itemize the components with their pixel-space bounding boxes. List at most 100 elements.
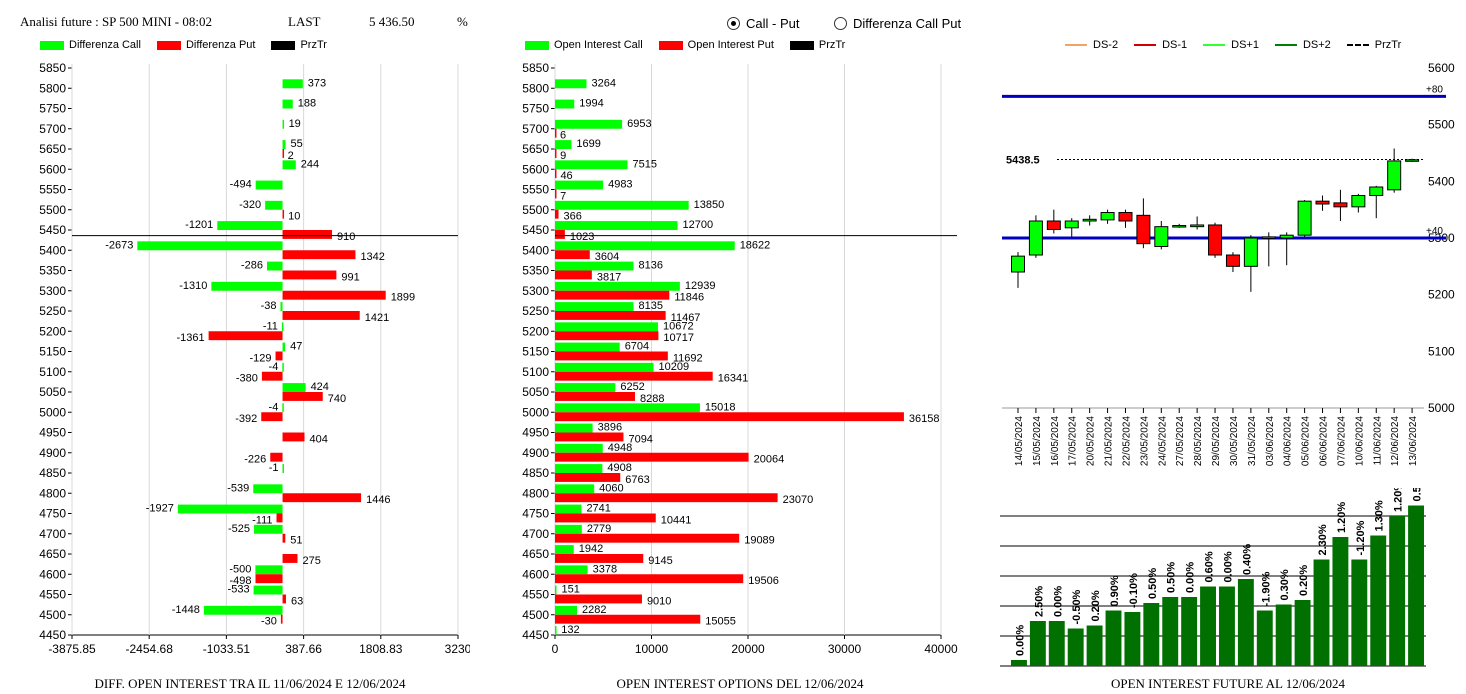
date-label: 27/05/2024 xyxy=(1175,416,1186,466)
y-tick-label: 5150 xyxy=(522,345,549,359)
call-value-label: 1994 xyxy=(579,98,603,110)
call-value-label: 7515 xyxy=(633,158,657,170)
y-tick-label: 5600 xyxy=(522,162,549,176)
put-bar xyxy=(555,270,592,280)
future-oi-bar xyxy=(1294,600,1311,666)
put-value-label: 11467 xyxy=(671,312,701,324)
y-tick-label: 5450 xyxy=(39,223,66,237)
future-oi-pct-label: 1.30% xyxy=(1374,500,1386,531)
call-value-label: -500 xyxy=(229,563,251,575)
call-bar xyxy=(254,524,283,534)
date-label: 14/05/2024 xyxy=(1014,416,1025,466)
call-bar xyxy=(267,261,283,271)
date-label: 21/05/2024 xyxy=(1104,416,1115,466)
x-tick-label: 387.66 xyxy=(285,642,322,656)
future-oi-pct-label: 0.20% xyxy=(1298,565,1310,596)
put-value-label: -392 xyxy=(235,413,257,425)
candle-body xyxy=(1154,226,1169,248)
call-bar xyxy=(555,605,578,615)
candle-body xyxy=(1387,160,1402,191)
y-tick-label: 5650 xyxy=(39,142,66,156)
y-tick-label: 5000 xyxy=(1428,401,1455,415)
call-value-label: 151 xyxy=(561,584,579,596)
call-bar xyxy=(282,362,284,372)
call-value-label: 2741 xyxy=(586,503,610,515)
legend-ds+1: DS+1 xyxy=(1231,39,1259,51)
future-oi-pct-label: 0.20% xyxy=(1090,590,1102,621)
call-bar xyxy=(282,140,286,149)
put-bar xyxy=(555,432,624,442)
candle-body xyxy=(1351,195,1366,208)
call-value-label: 8136 xyxy=(639,260,663,272)
y-tick-label: 5550 xyxy=(39,183,66,197)
candle-body xyxy=(1028,220,1043,256)
call-value-label: 2779 xyxy=(587,523,611,535)
call-bar xyxy=(555,403,700,413)
put-bar xyxy=(282,290,386,300)
radio-selected-icon xyxy=(727,17,740,30)
call-value-label: 6252 xyxy=(620,381,644,393)
radio-call-put[interactable]: Call - Put xyxy=(727,16,799,31)
y-tick-label: 5550 xyxy=(522,183,549,197)
call-bar xyxy=(555,585,557,595)
x-tick-label: 0 xyxy=(552,642,559,656)
future-oi-pct-label: 2.30% xyxy=(1317,524,1329,555)
put-value-label: 8288 xyxy=(640,393,664,405)
put-bar xyxy=(555,594,642,604)
put-bar xyxy=(555,128,557,138)
legend-oi-prz: PrzTr xyxy=(818,39,846,51)
put-bar xyxy=(555,473,621,482)
y-tick-label: 4800 xyxy=(39,486,66,500)
candle-body xyxy=(1046,220,1061,230)
radio-diff-call-put[interactable]: Differenza Call Put xyxy=(834,16,961,31)
y-tick-label: 4500 xyxy=(39,608,66,622)
candle-body xyxy=(1190,224,1205,228)
call-value-label: 8135 xyxy=(639,300,663,312)
x-tick-label: 10000 xyxy=(635,642,669,656)
y-tick-label: 4550 xyxy=(522,588,549,602)
date-label: 22/05/2024 xyxy=(1121,416,1132,466)
put-bar xyxy=(282,594,286,604)
call-value-label: 4948 xyxy=(608,442,632,454)
date-label: 24/05/2024 xyxy=(1157,416,1168,466)
future-oi-bar xyxy=(1011,660,1027,666)
call-bar xyxy=(555,160,628,170)
put-bar xyxy=(555,351,668,361)
legend-swatch-call xyxy=(525,40,549,50)
x-tick-label: 3230 xyxy=(445,642,470,656)
future-oi-bar xyxy=(1332,537,1349,666)
put-value-label: 740 xyxy=(328,393,346,405)
future-oi-pct-label: 0.40% xyxy=(1241,544,1253,575)
legend-prz: PrzTr xyxy=(1374,39,1402,51)
call-bar xyxy=(211,281,283,291)
y-tick-label: 5600 xyxy=(39,162,66,176)
call-bar xyxy=(282,383,306,392)
x-tick-label: -3875.85 xyxy=(48,642,96,656)
put-bar xyxy=(276,513,283,523)
put-value-label: 19089 xyxy=(744,535,775,547)
last-label: LAST xyxy=(288,14,321,29)
call-bar xyxy=(265,200,283,210)
put-value-label: 991 xyxy=(341,271,359,283)
candle-body xyxy=(1136,214,1151,245)
call-bar xyxy=(253,585,283,595)
future-oi-pct-label: -1.90% xyxy=(1260,571,1272,606)
put-bar xyxy=(555,412,904,422)
put-bar xyxy=(555,392,635,401)
future-oi-pct-label: -0.10% xyxy=(1128,573,1140,608)
y-tick-label: 4900 xyxy=(522,446,549,460)
x-tick-label: 20000 xyxy=(731,642,765,656)
candle-body xyxy=(1225,254,1240,267)
percent-change: % xyxy=(457,14,468,29)
call-bar xyxy=(555,565,588,575)
put-bar xyxy=(282,209,285,219)
future-oi-bar xyxy=(1200,586,1216,666)
candle-body xyxy=(1100,212,1115,221)
put-value-label: 1342 xyxy=(360,251,384,263)
put-value-label: 63 xyxy=(291,595,303,607)
put-bar xyxy=(255,574,283,584)
call-value-label: -1927 xyxy=(146,503,174,515)
date-label: 28/05/2024 xyxy=(1193,416,1204,466)
y-tick-label: 4800 xyxy=(522,486,549,500)
